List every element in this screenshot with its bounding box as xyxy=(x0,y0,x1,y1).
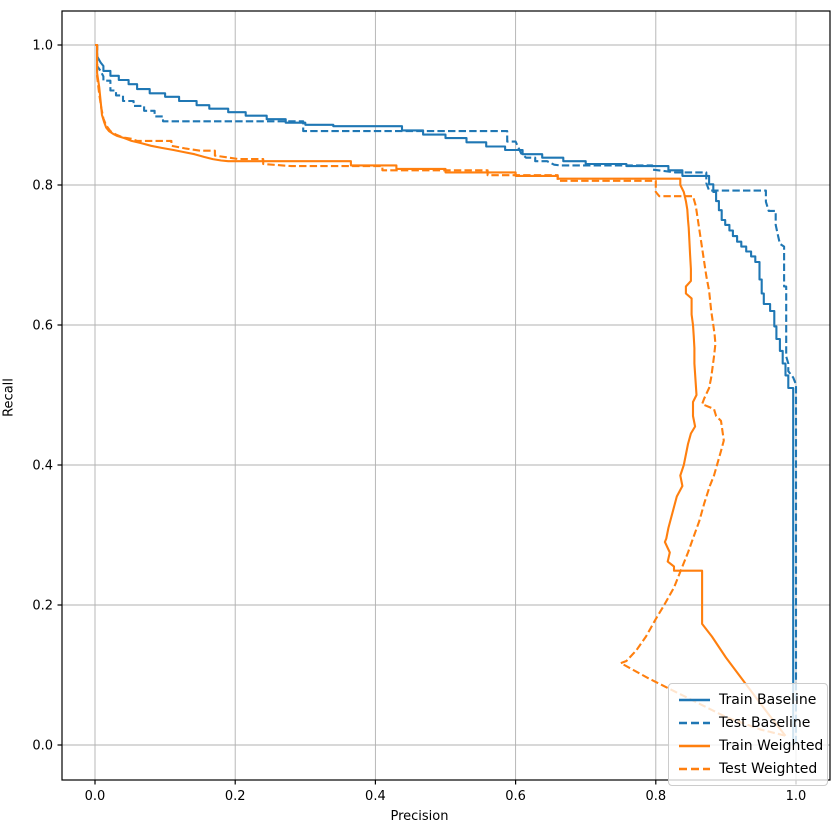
legend-line-sample xyxy=(679,698,710,702)
curve-test-baseline xyxy=(95,43,798,745)
legend-item-train-baseline: Train Baseline xyxy=(678,691,817,709)
x-tick-label: 0.2 xyxy=(225,789,246,804)
y-tick-label: 0.4 xyxy=(32,459,53,474)
x-tick-label: 0.4 xyxy=(365,789,386,804)
y-tick-label: 0.0 xyxy=(32,739,53,754)
y-tick-label: 0.6 xyxy=(32,319,53,334)
legend-box: Train Baseline Test Baseline Train Weighte… xyxy=(668,683,828,786)
legend-item-train-weighted: Train Weighted xyxy=(678,737,823,755)
x-tick-label: 0.8 xyxy=(645,789,666,804)
curve-train-baseline xyxy=(95,43,795,745)
y-tick-label: 0.2 xyxy=(32,599,53,614)
y-tick-label: 0.8 xyxy=(32,179,53,194)
legend-line-sample xyxy=(679,767,710,771)
plot-border xyxy=(61,10,831,781)
x-tick-label: 0.0 xyxy=(85,789,106,804)
legend-line-sample xyxy=(679,744,710,748)
legend-item-test-baseline: Test Baseline xyxy=(678,714,817,732)
legend-item-test-weighted: Test Weighted xyxy=(678,760,817,778)
legend-label: Train Weighted xyxy=(719,738,824,754)
legend-label: Test Weighted xyxy=(719,761,818,777)
curve-train-weighted xyxy=(95,43,787,737)
legend-line-sample xyxy=(679,721,710,725)
y-axis-label: Recall xyxy=(1,378,17,417)
y-tick-label: 1.0 xyxy=(32,39,53,54)
legend-label: Test Baseline xyxy=(719,715,811,731)
legend-label: Train Baseline xyxy=(719,692,817,708)
x-axis-label: Precision xyxy=(390,809,449,824)
x-tick-label: 0.6 xyxy=(505,789,526,804)
x-tick-label: 1.0 xyxy=(786,789,807,804)
curve-test-weighted xyxy=(95,43,787,737)
